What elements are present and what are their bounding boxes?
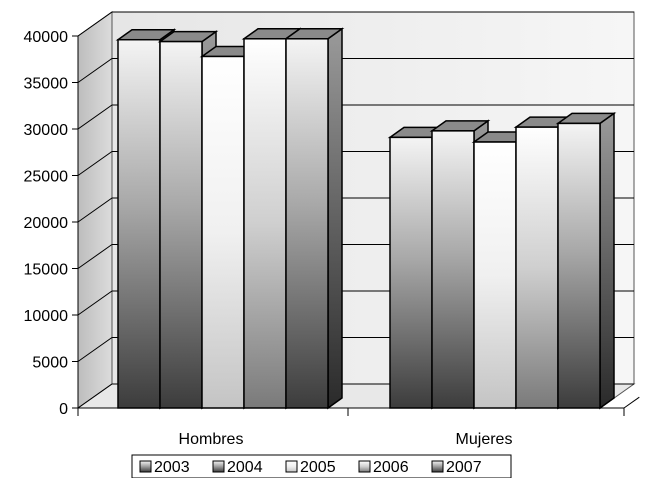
- y-tick-label: 5000: [32, 355, 68, 372]
- y-tick-label: 20000: [24, 215, 69, 232]
- legend-swatch: [139, 460, 152, 473]
- bars: [115, 27, 617, 410]
- category-label: Hombres: [179, 431, 244, 448]
- bar-2007-mujeres: [555, 111, 617, 410]
- x-axis: Hombres Mujeres: [77, 408, 625, 448]
- y-tick-label: 40000: [24, 29, 69, 46]
- legend-label: 2005: [300, 459, 336, 476]
- legend-label: 2006: [373, 459, 409, 476]
- legend: 2003 2004 2005 2006 2007: [131, 454, 512, 478]
- category-label: Mujeres: [456, 431, 513, 448]
- legend-swatch: [431, 460, 444, 473]
- y-tick-label: 10000: [24, 308, 69, 325]
- legend-item-2006: 2006: [358, 459, 409, 476]
- x-axis-end: [623, 396, 640, 409]
- legend-item-2004: 2004: [212, 459, 263, 476]
- legend-item-2005: 2005: [285, 459, 336, 476]
- legend-item-2007: 2007: [431, 459, 482, 476]
- bar-2007-hombres: [283, 27, 345, 410]
- gridline: [77, 58, 634, 83]
- legend-box: [131, 454, 512, 478]
- legend-label: 2007: [446, 459, 482, 476]
- legend-item-2003: 2003: [139, 459, 190, 476]
- gridline: [77, 104, 634, 130]
- legend-swatch: [358, 460, 371, 473]
- legend-label: 2003: [154, 459, 190, 476]
- y-tick-label: 35000: [24, 76, 69, 93]
- y-tick-label: 15000: [24, 262, 69, 279]
- y-tick-label: 0: [59, 401, 68, 418]
- y-tick-label: 25000: [24, 169, 69, 186]
- legend-swatch: [212, 460, 225, 473]
- legend-label: 2004: [227, 459, 263, 476]
- y-tick-label: 30000: [24, 122, 69, 139]
- gridline: [77, 11, 634, 37]
- legend-swatch: [285, 460, 298, 473]
